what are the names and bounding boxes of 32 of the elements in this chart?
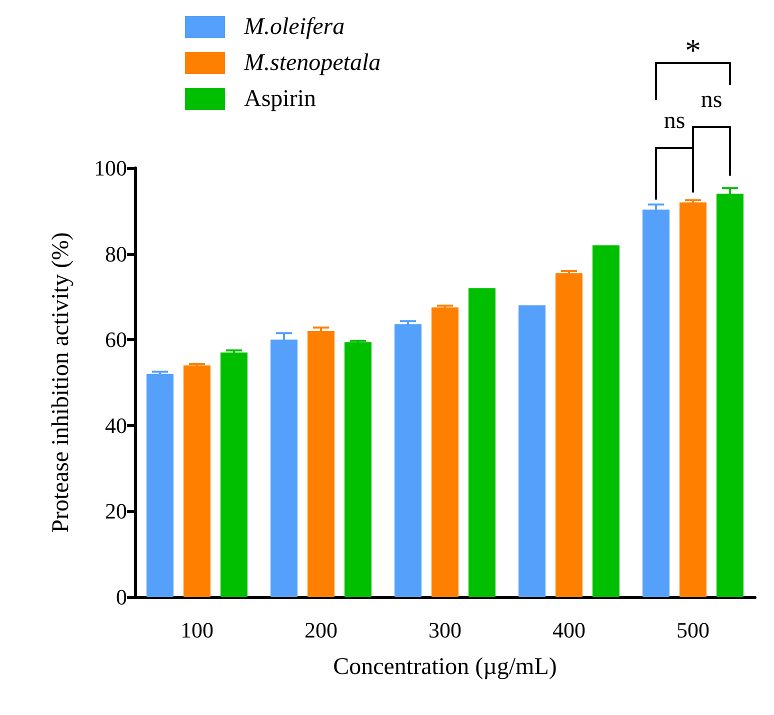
text: * xyxy=(685,32,701,68)
y-tick-label: 0 xyxy=(116,584,127,610)
bar xyxy=(184,365,210,597)
y-tick-label: 60 xyxy=(105,327,127,352)
bar xyxy=(592,245,620,597)
y-tick-label: 100 xyxy=(94,156,127,180)
bar xyxy=(680,202,706,597)
legend-label: M.stenopetala xyxy=(243,50,381,76)
text: ns xyxy=(700,87,722,113)
x-tick-label: 100 xyxy=(180,618,214,642)
legend-label: M.oleifera xyxy=(243,14,345,40)
bar xyxy=(556,273,582,597)
y-tick-label: 80 xyxy=(105,241,127,266)
bar xyxy=(394,324,422,597)
x-axis-title: Concentration (µg/mL) xyxy=(333,654,557,680)
x-tick-label: 500 xyxy=(676,618,710,642)
legend-label: Aspirin xyxy=(244,86,316,112)
bar xyxy=(146,374,174,597)
bar xyxy=(308,331,334,597)
x-tick-label: 400 xyxy=(552,618,586,642)
bar xyxy=(220,352,248,597)
y-axis-title: Protease inhibition activity (%) xyxy=(48,232,74,533)
x-tick-label: 300 xyxy=(428,618,462,642)
bar xyxy=(642,210,670,597)
y-tick-label: 40 xyxy=(105,412,127,438)
bar xyxy=(344,342,372,597)
bar xyxy=(468,288,496,597)
y-tick-label: 20 xyxy=(105,498,127,524)
text: ns xyxy=(664,108,686,134)
bar xyxy=(518,305,546,597)
x-tick-label: 200 xyxy=(304,618,338,642)
bar xyxy=(432,307,458,597)
